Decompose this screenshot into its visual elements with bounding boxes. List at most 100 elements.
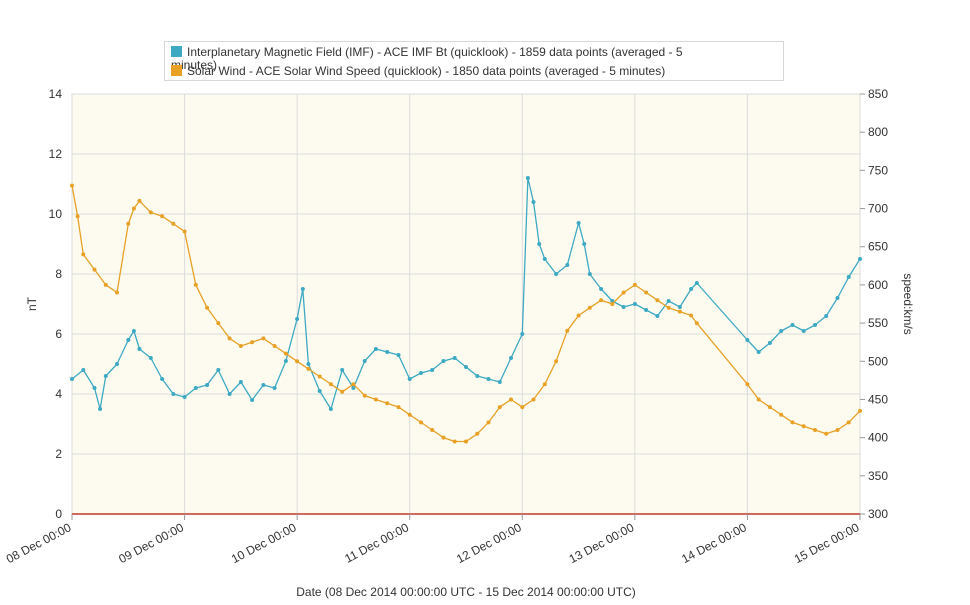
data-point-imf[interactable] [464, 365, 468, 369]
data-point-imf[interactable] [295, 317, 300, 321]
data-point-solar-wind[interactable] [767, 405, 772, 410]
data-point-solar-wind[interactable] [813, 428, 817, 432]
legend-item-imf[interactable]: Interplanetary Magnetic Field (IMF) - AC… [171, 46, 731, 72]
data-point-imf[interactable] [272, 386, 277, 390]
data-point-solar-wind[interactable] [385, 401, 390, 406]
data-point-imf[interactable] [419, 371, 423, 375]
data-point-solar-wind[interactable] [261, 336, 266, 341]
data-point-solar-wind[interactable] [373, 397, 378, 402]
data-point-imf[interactable] [70, 377, 74, 381]
data-point-imf[interactable] [283, 359, 288, 363]
data-point-solar-wind[interactable] [531, 397, 536, 402]
data-point-solar-wind[interactable] [137, 198, 142, 203]
data-point-imf[interactable] [745, 338, 750, 342]
data-point-solar-wind[interactable] [587, 305, 592, 310]
data-point-imf[interactable] [103, 374, 108, 378]
data-point-solar-wind[interactable] [756, 397, 761, 402]
data-point-solar-wind[interactable] [182, 229, 187, 234]
data-point-imf[interactable] [632, 302, 637, 306]
data-point-solar-wind[interactable] [328, 382, 333, 387]
data-point-solar-wind[interactable] [351, 382, 356, 387]
data-point-solar-wind[interactable] [131, 206, 136, 211]
data-point-solar-wind[interactable] [81, 252, 86, 257]
data-point-imf[interactable] [824, 314, 829, 318]
data-point-imf[interactable] [238, 380, 243, 384]
data-point-imf[interactable] [115, 362, 119, 366]
data-point-solar-wind[interactable] [75, 214, 80, 219]
data-point-imf[interactable] [227, 392, 232, 396]
data-point-solar-wind[interactable] [250, 340, 255, 345]
data-point-imf[interactable] [261, 383, 266, 387]
data-point-imf[interactable] [250, 398, 255, 402]
data-point-solar-wind[interactable] [238, 344, 243, 348]
data-point-imf[interactable] [137, 347, 142, 351]
data-point-solar-wind[interactable] [846, 420, 851, 425]
data-point-solar-wind[interactable] [362, 393, 367, 398]
data-point-imf[interactable] [486, 377, 491, 381]
data-point-solar-wind[interactable] [92, 267, 97, 272]
data-point-solar-wind[interactable] [801, 424, 806, 429]
data-point-solar-wind[interactable] [306, 366, 311, 371]
data-point-imf[interactable] [131, 329, 136, 333]
data-point-imf[interactable] [160, 377, 165, 381]
data-point-solar-wind[interactable] [689, 313, 694, 318]
data-point-solar-wind[interactable] [340, 389, 345, 394]
data-point-solar-wind[interactable] [779, 412, 784, 417]
data-point-imf[interactable] [813, 323, 817, 327]
data-point-imf[interactable] [328, 407, 333, 411]
data-point-solar-wind[interactable] [576, 313, 581, 318]
data-point-imf[interactable] [537, 242, 542, 246]
data-point-imf[interactable] [694, 281, 699, 285]
data-point-solar-wind[interactable] [171, 221, 176, 226]
data-point-solar-wind[interactable] [520, 405, 525, 410]
data-point-imf[interactable] [599, 287, 604, 291]
data-point-solar-wind[interactable] [205, 305, 210, 310]
data-point-imf[interactable] [801, 329, 806, 333]
data-point-imf[interactable] [666, 299, 671, 303]
legend-item-solar-wind[interactable]: Solar Wind - ACE Solar Wind Speed (quick… [171, 65, 731, 78]
data-point-solar-wind[interactable] [745, 382, 750, 387]
data-point-imf[interactable] [205, 383, 210, 387]
data-point-solar-wind[interactable] [464, 439, 468, 444]
data-point-imf[interactable] [846, 275, 851, 279]
data-point-imf[interactable] [509, 356, 513, 360]
data-point-solar-wind[interactable] [509, 397, 513, 402]
data-point-imf[interactable] [531, 200, 536, 204]
data-point-solar-wind[interactable] [565, 328, 570, 333]
data-point-imf[interactable] [351, 386, 356, 390]
data-point-imf[interactable] [317, 389, 322, 393]
data-point-solar-wind[interactable] [610, 302, 615, 306]
data-point-imf[interactable] [576, 221, 581, 225]
data-point-solar-wind[interactable] [115, 290, 119, 295]
data-point-imf[interactable] [756, 350, 761, 354]
data-point-solar-wind[interactable] [70, 183, 74, 188]
data-point-solar-wind[interactable] [542, 382, 547, 387]
data-point-imf[interactable] [858, 257, 862, 261]
data-point-imf[interactable] [340, 368, 345, 372]
data-point-imf[interactable] [92, 386, 97, 390]
data-point-solar-wind[interactable] [160, 214, 165, 219]
data-point-solar-wind[interactable] [407, 412, 412, 417]
data-point-imf[interactable] [689, 287, 694, 291]
data-point-solar-wind[interactable] [621, 290, 626, 295]
data-point-solar-wind[interactable] [644, 290, 649, 295]
data-point-solar-wind[interactable] [227, 336, 232, 341]
data-point-solar-wind[interactable] [126, 221, 131, 226]
data-point-imf[interactable] [148, 356, 153, 360]
data-point-solar-wind[interactable] [317, 374, 322, 379]
data-point-solar-wind[interactable] [486, 420, 491, 425]
data-point-imf[interactable] [525, 176, 530, 180]
data-point-imf[interactable] [610, 299, 615, 303]
data-point-imf[interactable] [677, 305, 682, 309]
data-point-solar-wind[interactable] [216, 321, 221, 326]
data-point-imf[interactable] [126, 338, 131, 342]
data-point-imf[interactable] [306, 362, 311, 366]
data-point-imf[interactable] [81, 368, 86, 372]
data-point-imf[interactable] [497, 380, 502, 384]
data-point-solar-wind[interactable] [103, 282, 108, 287]
data-point-imf[interactable] [779, 329, 784, 333]
data-point-imf[interactable] [520, 332, 525, 336]
data-point-solar-wind[interactable] [452, 439, 457, 444]
data-point-imf[interactable] [193, 386, 198, 390]
data-point-solar-wind[interactable] [272, 344, 277, 348]
